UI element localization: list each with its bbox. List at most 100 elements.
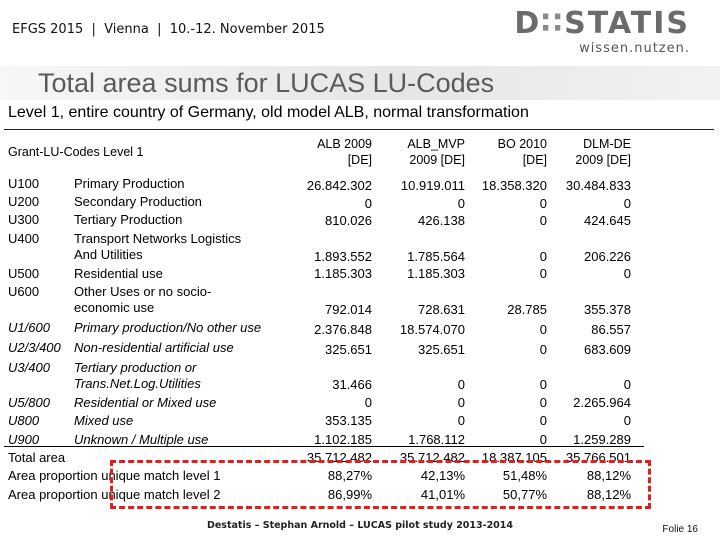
table-cell: 0: [457, 196, 465, 211]
row-description-cont: And Utilities: [74, 247, 143, 262]
table-cell: 0: [457, 395, 465, 410]
row-description: Mixed use: [74, 413, 134, 428]
table-cell: 0: [539, 249, 547, 264]
table-cell: 0: [539, 413, 547, 428]
row-description: Residential or Mixed use: [74, 395, 217, 410]
row-description: Secondary Production: [74, 194, 202, 209]
table-cell: 31.466: [332, 377, 372, 392]
row-code: U800: [8, 413, 40, 428]
table-cell: 0: [623, 413, 631, 428]
highlight-box: [110, 460, 651, 509]
row-description: Non-residential artificial use: [74, 340, 234, 355]
table-cell: 1.102.185: [314, 432, 372, 447]
table-cell: 426.138: [418, 213, 465, 228]
row-code: U400: [8, 231, 40, 246]
table-cell: 0: [539, 322, 547, 337]
table-cell: 355.378: [584, 302, 631, 317]
table-cell: 88,12%: [586, 468, 631, 483]
column-header: ALB_MVP 2009 [DE]: [407, 137, 465, 167]
total-row-label: Total area: [8, 450, 66, 465]
table-cell: 206.226: [584, 249, 631, 264]
row-header-label: Grant-LU-Codes Level 1: [8, 145, 144, 159]
table-cell: 0: [457, 413, 465, 428]
row-code: U3/400: [8, 360, 50, 375]
logo-tagline: wissen.nutzen.: [579, 41, 690, 56]
row-description: Tertiary Production: [74, 212, 183, 227]
table-cell: 325.651: [325, 342, 372, 357]
table-cell: 2.265.964: [573, 395, 631, 410]
table-cell: 50,77%: [502, 487, 547, 502]
table-cell: 1.185.303: [314, 266, 372, 281]
table-cell: 18.574.070: [399, 322, 465, 337]
row-description: Unknown / Multiple use: [74, 432, 209, 447]
table-cell: 1.185.303: [407, 266, 465, 281]
column-header: BO 2010 [DE]: [497, 137, 547, 167]
row-code: U900: [8, 432, 40, 447]
table-cell: 1.259.289: [573, 432, 631, 447]
table-cell: 86,99%: [327, 487, 372, 502]
table-cell: 325.651: [418, 342, 465, 357]
proportion-level1-row-label: Area proportion unique match level 1: [8, 468, 221, 483]
table-bottom-line: [4, 446, 644, 447]
table-cell: 810.026: [325, 213, 372, 228]
row-code: U1/600: [8, 320, 50, 335]
row-code: U600: [8, 284, 40, 299]
table-cell: 0: [457, 377, 465, 392]
table-cell: 0: [539, 377, 547, 392]
table-cell: 1.768.112: [408, 432, 465, 447]
conference-line: EFGS 2015 | Vienna | 10.-12. November 20…: [12, 22, 325, 37]
row-description: Primary Production: [74, 176, 185, 191]
table-cell: 86.557: [591, 322, 631, 337]
table-cell: 88,27%: [327, 468, 372, 483]
proportion-level2-row-label: Area proportion unique match level 2: [8, 487, 221, 502]
column-header: ALB 2009 [DE]: [317, 137, 372, 167]
table-cell: 28.785: [507, 302, 547, 317]
slide-title: Total area sums for LUCAS LU-Codes: [38, 68, 495, 98]
row-code: U100: [8, 176, 40, 191]
table-cell: 10.919.011: [400, 178, 465, 193]
slide-header: EFGS 2015 | Vienna | 10.-12. November 20…: [0, 0, 720, 66]
row-code: U5/800: [8, 395, 50, 410]
table-cell: 0: [364, 395, 372, 410]
destatis-logo: D∷STATIS wissen.nutzen.: [514, 6, 690, 56]
table-cell: 0: [623, 196, 631, 211]
row-description: Primary production/No other use: [74, 320, 262, 335]
title-band: [0, 66, 720, 100]
table-cell: 2.376.848: [314, 322, 372, 337]
table-cell: 18.358.320: [481, 178, 547, 193]
table-cell: 26.842.302: [306, 178, 372, 193]
row-description-cont: economic use: [74, 300, 155, 315]
table-cell: 1.893.552: [314, 249, 372, 264]
slide-subtitle: Level 1, entire country of Germany, old …: [8, 104, 529, 121]
slide-number: Folie 16: [662, 524, 698, 535]
row-code: U300: [8, 212, 40, 227]
table-cell: 0: [539, 395, 547, 410]
row-description: Residential use: [74, 266, 163, 281]
table-cell: 728.631: [418, 302, 465, 317]
table-cell: 30.484.833: [565, 178, 631, 193]
row-description: Other Uses or no socio-: [74, 284, 212, 299]
column-header: DLM-DE 2009 [DE]: [575, 137, 631, 167]
table-cell: 0: [539, 213, 547, 228]
row-code: U200: [8, 194, 40, 209]
table-cell: 683.609: [584, 342, 631, 357]
table-cell: 1.785.564: [407, 249, 465, 264]
row-code: U2/3/400: [8, 340, 61, 355]
divider-line: [4, 129, 714, 130]
table-cell: 42,13%: [420, 468, 465, 483]
row-code: U500: [8, 266, 40, 281]
table-cell: 88,12%: [586, 487, 631, 502]
table-cell: 51,48%: [502, 468, 547, 483]
table-cell: 792.014: [325, 302, 372, 317]
row-description: Transport Networks Logistics: [74, 231, 242, 246]
footer-text: Destatis – Stephan Arnold – LUCAS pilot …: [206, 520, 514, 531]
table-cell: 0: [539, 432, 547, 447]
row-description: Tertiary production or: [74, 360, 197, 375]
table-cell: 0: [623, 266, 631, 281]
table-cell: 0: [539, 266, 547, 281]
table-cell: 0: [539, 196, 547, 211]
table-cell: 0: [623, 377, 631, 392]
row-description-cont: Trans.Net.Log.Utilities: [74, 376, 201, 391]
table-cell: 424.645: [584, 213, 631, 228]
table-cell: 41,01%: [420, 487, 465, 502]
